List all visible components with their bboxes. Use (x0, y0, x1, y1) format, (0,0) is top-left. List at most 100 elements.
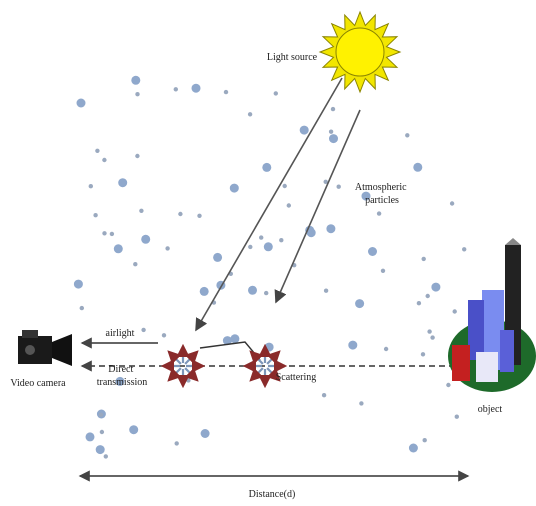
scatter-ray (251, 368, 263, 380)
particle (279, 238, 283, 242)
particle (178, 212, 182, 216)
object-label: object (478, 404, 503, 415)
particle (100, 430, 104, 434)
particle (200, 287, 209, 296)
particle (99, 413, 103, 417)
particle (329, 130, 333, 134)
particle (331, 107, 335, 111)
particle (259, 235, 263, 239)
particle (213, 253, 222, 262)
particles-label-line: particles (365, 195, 399, 206)
light-source-label: Light source (267, 52, 318, 63)
particle (77, 99, 86, 108)
particle (413, 163, 422, 172)
scattering-diagram: Light source Atmospheric particles airli… (0, 0, 536, 506)
particle (287, 203, 291, 207)
particle (384, 347, 388, 351)
transmission-label-line: transmission (97, 377, 148, 388)
particle (300, 126, 309, 135)
particle (135, 154, 139, 158)
scatter-ray (267, 352, 279, 364)
particle (110, 232, 114, 236)
particle (248, 286, 257, 295)
particle (274, 91, 278, 95)
particles-label-line: Atmospheric (355, 182, 407, 193)
scattering-label: Scattering (276, 372, 317, 383)
scatter-ray (251, 352, 263, 364)
particle (102, 231, 106, 235)
particle (93, 213, 97, 217)
particle (95, 149, 99, 153)
camera-label: Video camera (10, 378, 66, 389)
particle (427, 329, 431, 333)
particle (431, 283, 440, 292)
particle (186, 378, 190, 382)
airlight-label: airlight (106, 328, 135, 339)
particle (139, 209, 143, 213)
video-camera (18, 330, 72, 366)
particle (462, 247, 466, 251)
particle (326, 224, 335, 233)
particle (348, 341, 357, 350)
particle (368, 247, 377, 256)
scatter-ray (185, 352, 197, 364)
particle (118, 178, 127, 187)
scatter-ray (169, 352, 181, 364)
particle (133, 262, 137, 266)
particle (264, 291, 268, 295)
particle (174, 87, 178, 91)
particle (80, 306, 84, 310)
light-ray (196, 78, 342, 330)
particle (165, 246, 169, 250)
particle (192, 84, 201, 93)
particle (89, 184, 93, 188)
particle (248, 112, 252, 116)
particle (264, 242, 273, 251)
particle (430, 335, 434, 339)
particle (102, 158, 106, 162)
particle (426, 294, 430, 298)
particle (417, 301, 421, 305)
particle (104, 454, 108, 458)
particle (262, 163, 271, 172)
particle (455, 415, 459, 419)
transmission-label-line: Direct (108, 364, 133, 375)
distance-label: Distance(d) (249, 489, 296, 500)
particle (283, 184, 287, 188)
particle (197, 214, 201, 218)
particles (74, 76, 467, 459)
transmission-label: Direct transmission (97, 364, 148, 388)
particle (131, 76, 140, 85)
particle (446, 383, 450, 387)
particle (230, 184, 239, 193)
particle (423, 438, 427, 442)
scatter-path (200, 342, 260, 360)
scatter-ray (169, 368, 181, 380)
sun (320, 12, 400, 92)
particle (74, 280, 83, 289)
particle (96, 445, 105, 454)
particle (453, 309, 457, 313)
particle (86, 432, 95, 441)
particle (337, 185, 341, 189)
particle (421, 352, 425, 356)
particle (324, 289, 328, 293)
particle (129, 425, 138, 434)
particle (409, 444, 418, 453)
city-object (448, 238, 536, 392)
particle (175, 441, 179, 445)
particle (114, 244, 123, 253)
particle (141, 328, 145, 332)
particle (422, 257, 426, 261)
particle (359, 401, 363, 405)
particle (162, 333, 166, 337)
particle (355, 299, 364, 308)
particle (141, 235, 150, 244)
particle (248, 245, 252, 249)
particle (450, 201, 454, 205)
particle (322, 393, 326, 397)
particle (224, 90, 228, 94)
scatter-ray (185, 368, 197, 380)
particle (201, 429, 210, 438)
particle (230, 334, 239, 343)
